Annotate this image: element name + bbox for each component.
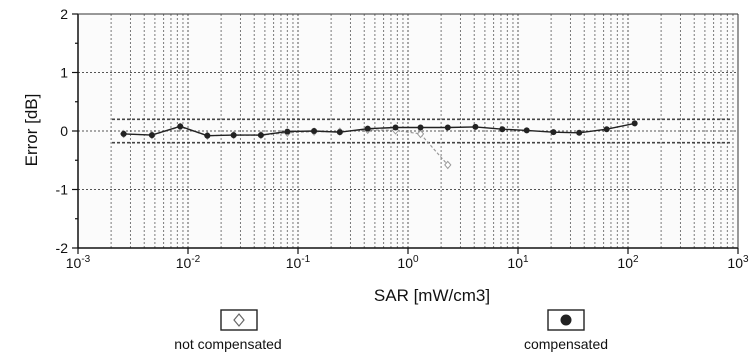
tolerance-band xyxy=(112,118,730,144)
x-tick-label: 101 xyxy=(507,254,529,271)
y-tick-label: 2 xyxy=(60,6,68,22)
data-point xyxy=(204,132,211,139)
grid-lines xyxy=(77,13,738,249)
data-point xyxy=(472,123,479,130)
legend-label-not-compensated: not compensated xyxy=(174,336,281,352)
data-point xyxy=(603,126,610,133)
data-point xyxy=(120,130,127,137)
data-point xyxy=(177,123,184,130)
data-point xyxy=(499,126,506,133)
data-point xyxy=(336,129,343,136)
data-point xyxy=(311,128,318,134)
axes xyxy=(72,13,739,254)
data-point xyxy=(148,132,155,139)
y-tick-label: -1 xyxy=(56,182,69,198)
y-tick-label: 0 xyxy=(60,123,68,139)
tick-labels: 210-1-210-3 10-2 10-1 100 101 102 103 xyxy=(56,6,749,271)
x-tick-label: 10-1 xyxy=(286,254,311,271)
filled-circle-icon xyxy=(560,314,572,326)
x-tick-label: 10-2 xyxy=(176,254,201,271)
data-point xyxy=(444,124,451,131)
legend: not compensated compensated xyxy=(174,309,608,352)
series-compensated xyxy=(120,120,638,139)
data-point xyxy=(392,124,399,131)
legend-symbol-box xyxy=(220,309,258,331)
x-tick-label: 103 xyxy=(727,254,749,271)
x-tick-label: 100 xyxy=(397,254,419,271)
x-tick-label: 102 xyxy=(617,254,639,271)
legend-item-not-compensated: not compensated xyxy=(174,309,282,352)
data-point xyxy=(523,127,530,134)
open-diamond-icon xyxy=(233,313,245,327)
data-point xyxy=(364,125,371,132)
data-point xyxy=(284,128,291,135)
data-point xyxy=(257,132,264,139)
legend-label-compensated: compensated xyxy=(524,336,608,352)
x-tick-label: 10-3 xyxy=(66,254,91,271)
data-series xyxy=(119,120,638,170)
data-point xyxy=(444,160,452,170)
data-point xyxy=(576,129,583,136)
data-point xyxy=(631,120,638,127)
x-axis-title: SAR [mW/cm3] xyxy=(374,286,490,305)
legend-item-compensated: compensated xyxy=(524,309,608,352)
data-point xyxy=(416,129,425,139)
data-point xyxy=(550,129,557,136)
y-tick-label: -2 xyxy=(56,240,69,256)
data-point xyxy=(417,124,424,131)
y-tick-label: 1 xyxy=(60,65,68,81)
data-point xyxy=(230,132,237,139)
y-axis-title: Error [dB] xyxy=(22,94,41,167)
series-line xyxy=(123,122,635,137)
